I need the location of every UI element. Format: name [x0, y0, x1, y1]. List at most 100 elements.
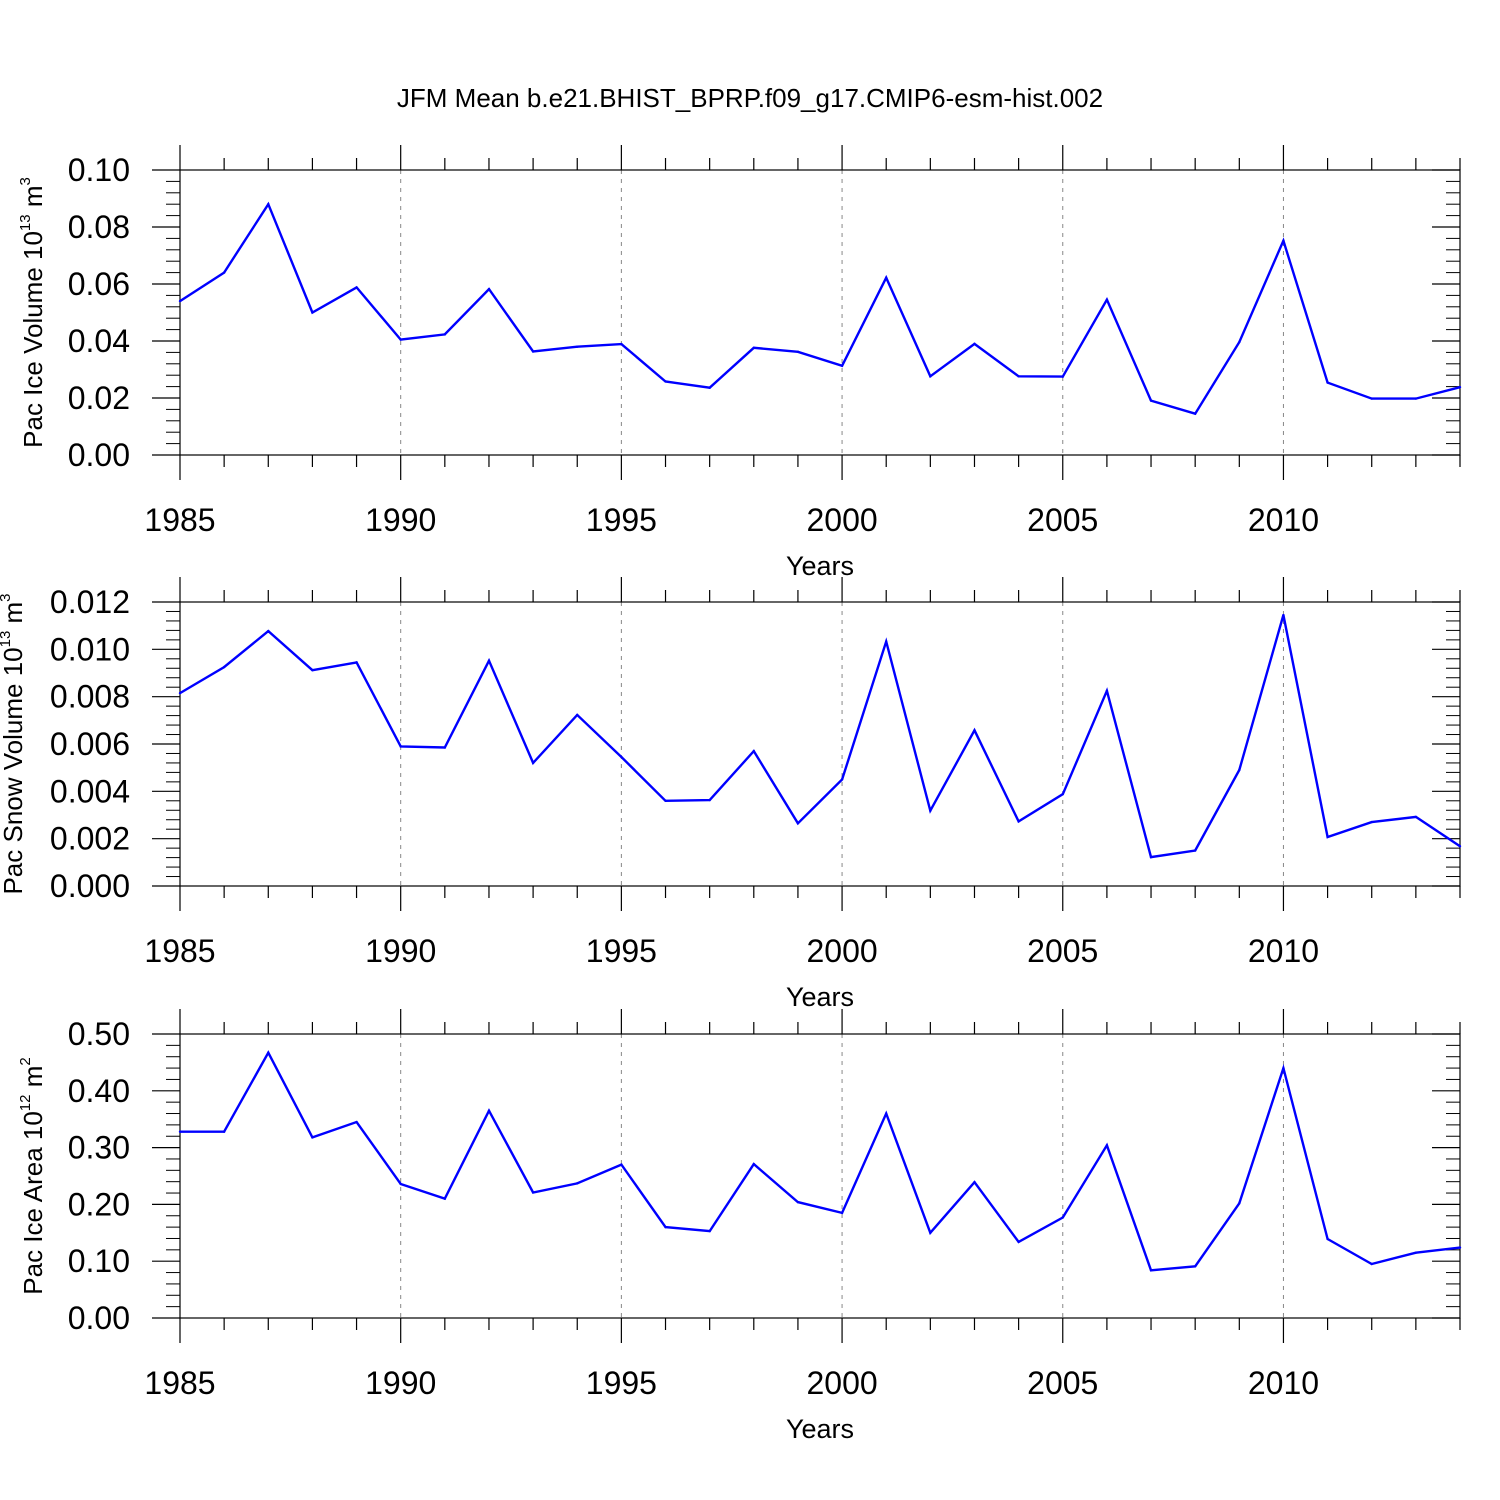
series-line [179, 201, 1461, 416]
y-axis-label: Pac Ice Area 1012 m2 [17, 1057, 48, 1294]
x-tick-label: 2000 [806, 933, 877, 969]
data-point [1282, 1066, 1285, 1070]
y-tick-label: 0.06 [68, 266, 130, 302]
data-point [1193, 1265, 1197, 1268]
data-point [487, 1109, 491, 1112]
y-tick-label: 0.50 [68, 1016, 130, 1052]
x-tick-label: 1990 [365, 502, 436, 538]
x-axis-label: Years [786, 551, 854, 581]
x-tick-label: 1985 [144, 1365, 215, 1401]
y-axis-label-unit-exponent: 3 [17, 177, 34, 185]
y-tick-label: 0.10 [68, 152, 130, 188]
data-point [1414, 397, 1418, 400]
data-point [1414, 1251, 1418, 1254]
data-point [708, 1229, 711, 1233]
data-point [664, 1225, 667, 1229]
data-point [178, 691, 182, 695]
plot-frame [179, 1033, 1461, 1319]
data-point [531, 350, 535, 353]
data-point [576, 345, 579, 348]
y-tick-label: 0.012 [50, 584, 130, 620]
data-point [1149, 1269, 1153, 1272]
data-point [973, 342, 976, 346]
y-axis-label-unit: m [0, 602, 28, 631]
data-point [311, 1136, 314, 1139]
data-point [1105, 689, 1109, 692]
data-point [222, 271, 226, 274]
data-point [885, 640, 888, 643]
y-tick-label: 0.000 [50, 868, 130, 904]
y-tick-label: 0.002 [50, 821, 130, 857]
y-tick-label: 0.00 [68, 437, 130, 473]
data-point [487, 659, 491, 662]
data-point [1458, 385, 1462, 389]
data-point [399, 338, 402, 341]
data-point [840, 778, 844, 781]
data-point [222, 665, 226, 669]
data-point [311, 668, 314, 672]
y-tick-label: 0.010 [50, 631, 130, 667]
data-point [399, 1182, 402, 1186]
y-axis-label-unit: m [18, 1066, 48, 1095]
x-tick-label: 2010 [1248, 502, 1319, 538]
x-tick-label: 2005 [1027, 1365, 1098, 1401]
x-tick-label: 2005 [1027, 502, 1098, 538]
panels: 0.00 0.02 0.04 0.06 0.08 0.10 1985 1990 1995 2000… [0, 145, 1462, 1444]
y-tick-label: 0.08 [68, 209, 130, 245]
data-point [840, 364, 844, 367]
y-axis-label-text: Pac Ice Area 10 [18, 1111, 48, 1295]
data-point [1282, 239, 1285, 242]
data-point [178, 299, 182, 303]
y-axis-label: Pac Ice Volume 1013 m3 [17, 177, 48, 448]
y-axis-label-exponent: 13 [17, 214, 34, 231]
data-point [311, 311, 314, 314]
data-point [1458, 845, 1462, 848]
panel-2: 0.000 0.002 0.004 0.006 0.008 0.010 0.012 1985 1… [0, 577, 1462, 1012]
data-point [796, 822, 800, 825]
data-point [1105, 1144, 1109, 1147]
data-point [752, 346, 755, 350]
data-point [267, 203, 270, 206]
data-point [973, 1181, 976, 1184]
data-point [1238, 340, 1241, 344]
data-point [531, 761, 535, 765]
data-point [885, 1112, 888, 1115]
data-point [576, 1182, 579, 1185]
x-tick-label: 1985 [144, 933, 215, 969]
y-tick-label: 0.008 [50, 679, 130, 715]
data-point [1149, 399, 1153, 402]
data-point [796, 350, 800, 354]
data-point [355, 661, 358, 664]
x-tick-label: 2000 [806, 1365, 877, 1401]
data-point [355, 286, 358, 289]
data-point [1238, 1202, 1241, 1205]
y-tick-label: 0.02 [68, 380, 130, 416]
data-point [1370, 397, 1373, 400]
panel-3: 0.00 0.10 0.20 0.30 0.40 0.50 1985 1990 1995 2000… [17, 1009, 1462, 1444]
data-point [1326, 1237, 1329, 1241]
data-point [929, 375, 932, 378]
data-point [1458, 1246, 1462, 1249]
y-axis-label-unit-exponent: 3 [0, 593, 14, 601]
data-point [576, 713, 579, 717]
x-tick-label: 1990 [365, 1365, 436, 1401]
data-point [929, 809, 932, 812]
y-tick-label: 0.30 [68, 1130, 130, 1166]
data-point [1149, 855, 1153, 859]
data-point [1370, 1262, 1373, 1266]
data-point [929, 1231, 932, 1235]
data-point [620, 342, 623, 346]
x-tick-label: 1995 [586, 1365, 657, 1401]
data-point [1370, 820, 1373, 824]
plot-frame [179, 169, 1461, 456]
data-point [973, 729, 976, 732]
data-point [443, 333, 447, 336]
y-axis-label: Pac Snow Volume 1013 m3 [0, 593, 28, 894]
x-tick-label: 2010 [1248, 933, 1319, 969]
y-tick-label: 0.006 [50, 726, 130, 762]
data-point [1193, 849, 1197, 852]
y-tick-label: 0.04 [68, 323, 130, 359]
series-line [180, 1050, 1461, 1272]
data-point [708, 386, 711, 389]
data-point [1061, 792, 1064, 796]
